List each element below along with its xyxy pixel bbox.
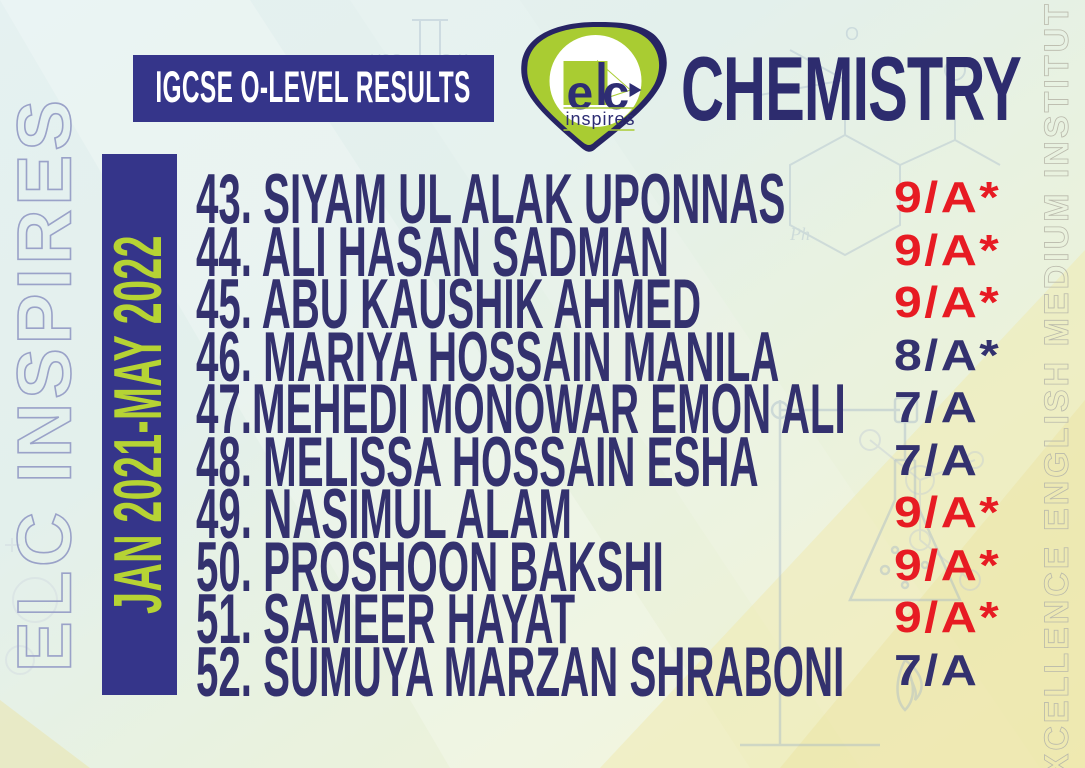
svg-text:inspires: inspires: [566, 109, 636, 129]
